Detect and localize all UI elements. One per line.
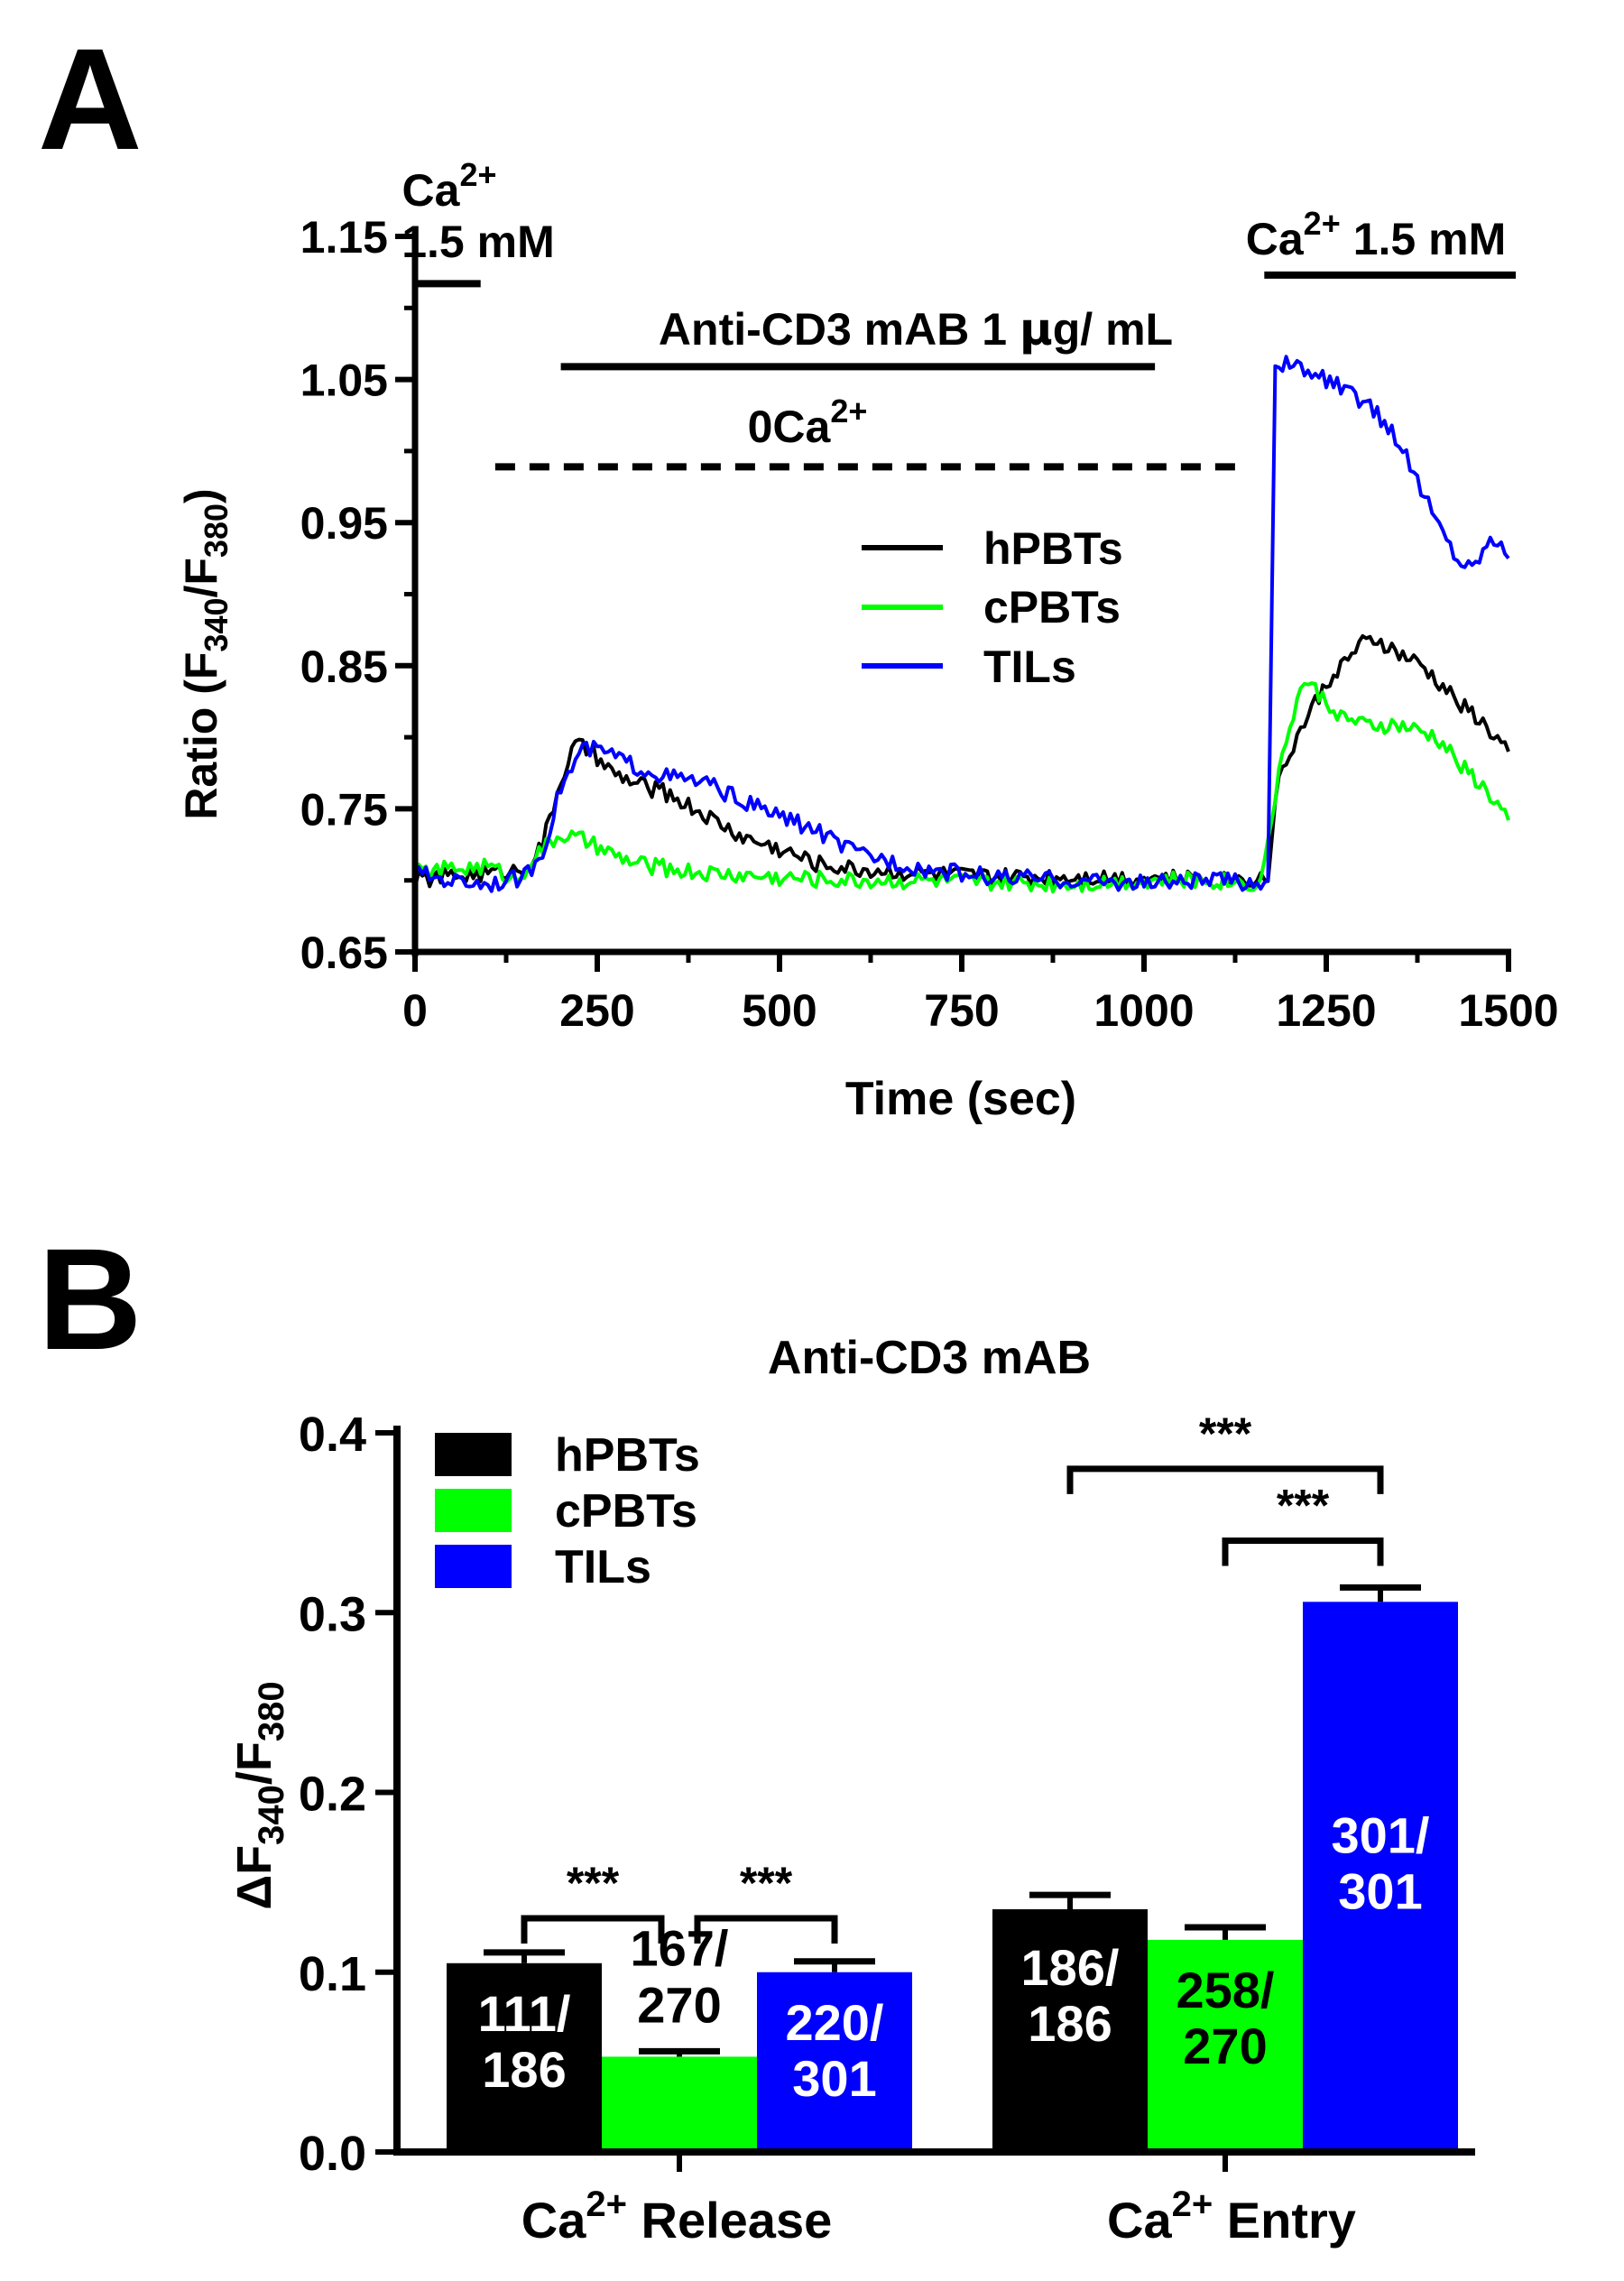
b-bar-tils-entry <box>1303 1602 1458 2152</box>
a-x-tick-label: 1500 <box>1458 985 1558 1036</box>
panel-b-bar-chart: Anti-CD3 mAB 0.00.10.20.30.4 *** ********… <box>227 1332 1475 2249</box>
b-legend-swatch-hpbts <box>435 1433 512 1476</box>
b-legend: hPBTs cPBTs TILs <box>435 1429 700 1593</box>
b-category-label-release: Ca2+ Release <box>521 2184 832 2249</box>
b-significance-label: *** <box>740 1858 793 1908</box>
b-bar-label-denominator: 301 <box>792 2050 876 2107</box>
a-y-tick-label: 1.05 <box>300 356 388 406</box>
b-bar-label-numerator: 301/ <box>1332 1806 1430 1863</box>
a-anti-cd3-label: Anti-CD3 mAB 1 μg/ mL <box>659 303 1173 356</box>
b-significance-bracket <box>1222 1538 1384 1566</box>
a-x-tick-label: 1000 <box>1093 985 1194 1036</box>
a-y-tick-label: 0.85 <box>300 642 388 692</box>
a-series-line-cpbts <box>413 681 1510 894</box>
b-bar-cpbts-entry <box>1148 1939 1303 2152</box>
b-bar-label-denominator: 186 <box>1028 1995 1112 2052</box>
b-bar-label-numerator: 220/ <box>786 1994 884 2051</box>
b-legend-swatch-cpbts <box>435 1489 512 1532</box>
b-significance-bracket <box>1066 1465 1384 1494</box>
b-bar-label-numerator: 111/ <box>478 1985 571 2042</box>
b-bar-hpbts-entry <box>992 1909 1148 2152</box>
b-bar-label-numerator: 167/ <box>631 1919 729 1976</box>
b-axes <box>375 1426 1475 2172</box>
b-category-label-entry: Ca2+ Entry <box>1107 2184 1356 2249</box>
b-legend-label-tils: TILs <box>555 1541 651 1593</box>
b-legend-label-cpbts: cPBTs <box>555 1485 697 1538</box>
b-significance-label: *** <box>567 1858 620 1908</box>
a-treatment-bars <box>415 271 1517 471</box>
b-bar-label-denominator: 186 <box>482 2041 566 2098</box>
b-bar-label-denominator: 301 <box>1338 1862 1422 1919</box>
b-legend-swatch-tils <box>435 1545 512 1588</box>
b-bar-tils-release <box>757 1972 912 2152</box>
a-series-line-hpbts <box>413 633 1510 891</box>
b-bar-hpbts-release <box>447 1962 602 2152</box>
a-y-tick-label: 1.15 <box>300 212 388 263</box>
b-bar-label-numerator: 186/ <box>1021 1939 1120 1996</box>
a-legend-label-tils: TILs <box>983 642 1076 692</box>
a-x-tick-label: 250 <box>559 985 634 1036</box>
panel-letter-b: B <box>38 1218 143 1380</box>
b-bar-label-denominator: 270 <box>637 1976 721 2033</box>
b-legend-label-hpbts: hPBTs <box>555 1429 700 1482</box>
a-x-tick-label: 1250 <box>1276 985 1376 1036</box>
a-ylabel: Ratio (F340/F380) <box>176 488 235 819</box>
b-bar-label-numerator: 258/ <box>1176 1962 1275 2018</box>
b-y-tick-label: 0.2 <box>299 1768 366 1822</box>
b-significance-bracket <box>521 1915 665 1944</box>
a-ca-start-label: Ca2+ <box>402 156 497 216</box>
b-significance-bracket <box>694 1915 838 1944</box>
b-y-tick-label: 0.3 <box>299 1587 366 1641</box>
b-tick-labels: 0.0 0.1 0.2 0.3 0.4 <box>299 1408 366 2181</box>
a-y-tick-label: 0.95 <box>300 498 388 549</box>
b-y-tick-label: 0.0 <box>299 2127 366 2181</box>
b-bar-label-denominator: 270 <box>1183 2018 1267 2074</box>
a-series-line-tils <box>413 355 1510 893</box>
a-axes <box>395 232 1511 972</box>
b-y-tick-label: 0.4 <box>299 1408 366 1462</box>
a-legend: hPBTs cPBTs TILs <box>862 523 1123 692</box>
panel-a-line-chart: 0.65 0.75 0.85 0.95 1.05 1.15 0 250 500 750 1000 12… <box>176 156 1559 1125</box>
b-ylabel: ΔF340/F380 <box>227 1681 291 1909</box>
a-xlabel: Time (sec) <box>845 1073 1076 1125</box>
a-legend-label-cpbts: cPBTs <box>983 582 1121 633</box>
b-significance-label: *** <box>1199 1408 1252 1459</box>
a-x-tick-label: 750 <box>924 985 999 1036</box>
b-significance-label: *** <box>1277 1481 1330 1531</box>
a-zero-ca-label: 0Ca2+ <box>748 392 868 452</box>
panel-letter-a: A <box>38 18 143 180</box>
b-significance-brackets: *** *** *** *** <box>521 1408 1384 1944</box>
b-title: Anti-CD3 mAB <box>768 1332 1091 1384</box>
b-y-tick-label: 0.1 <box>299 1947 366 2001</box>
a-series-lines <box>413 355 1510 894</box>
a-y-tick-label: 0.75 <box>300 784 388 835</box>
a-y-tick-label: 0.65 <box>300 928 388 978</box>
a-tick-labels: 0.65 0.75 0.85 0.95 1.05 1.15 0 250 500 750 1000 12… <box>300 212 1559 1036</box>
a-ca-start-conc: 1.5 mM <box>401 217 555 267</box>
a-ca-end-label: Ca2+ 1.5 mM <box>1246 205 1506 264</box>
a-x-tick-label: 0 <box>402 985 428 1036</box>
a-legend-label-hpbts: hPBTs <box>983 523 1123 574</box>
a-x-tick-label: 500 <box>742 985 817 1036</box>
b-bar-cpbts-release <box>602 2056 757 2152</box>
b-bars <box>447 1584 1458 2152</box>
